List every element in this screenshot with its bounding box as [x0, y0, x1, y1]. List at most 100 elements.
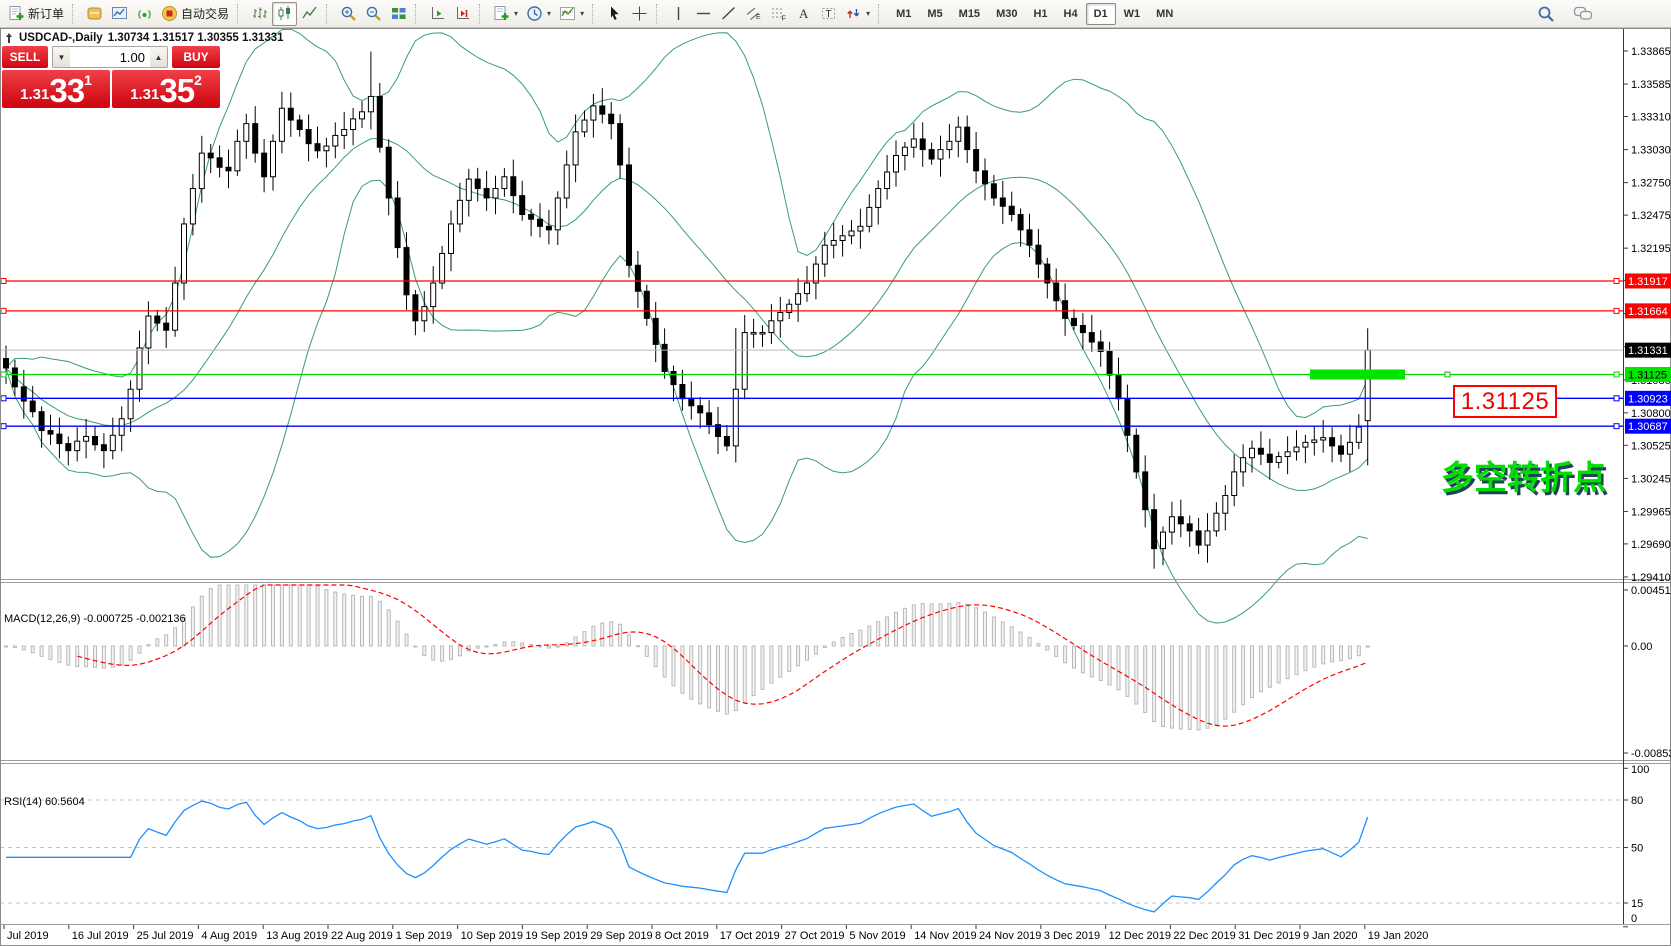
indicators-list-button[interactable]: ▾	[555, 2, 588, 26]
date-label: 4 Aug 2019	[201, 930, 257, 942]
signal-icon	[136, 5, 153, 22]
turning-point-annotation[interactable]: 多空转折点	[1441, 459, 1606, 496]
timeframe-w1-button[interactable]: W1	[1123, 7, 1141, 20]
chart-canvas[interactable]: 1.33865 1.33585 1.33310 1.33030 1.32750 1.324…	[0, 28, 1671, 946]
highlight-rectangle[interactable]	[1310, 369, 1405, 380]
level-handle[interactable]	[1613, 371, 1620, 378]
price-level-text-label[interactable]: 1.31125	[1453, 385, 1557, 418]
bearish-candle	[519, 195, 526, 216]
timeframe-m30-button[interactable]: M30	[996, 7, 1018, 20]
date-label: 25 Jul 2019	[137, 930, 194, 942]
templates-button[interactable]: ▾	[489, 2, 522, 26]
bar-chart-button[interactable]	[247, 2, 272, 26]
cursor-button[interactable]	[602, 2, 627, 26]
bullish-candle	[759, 332, 766, 335]
level-handle[interactable]	[1444, 371, 1451, 378]
bearish-candle	[1106, 350, 1113, 376]
macd-histogram-bar	[4, 645, 8, 648]
timeframe-mn-button[interactable]: MN	[1156, 7, 1174, 20]
bullish-candle	[136, 347, 143, 390]
level-handle[interactable]	[0, 423, 7, 430]
macd-histogram-bar	[377, 600, 382, 647]
sell-price-button[interactable]: 1.31 33 1	[2, 70, 110, 108]
macd-histogram-bar	[279, 584, 284, 647]
equidistant-channel-button[interactable]: E	[741, 2, 766, 26]
chart-window[interactable]: 1.33865 1.33585 1.33310 1.33030 1.32750 1.324…	[0, 28, 1671, 946]
bullish-candle	[848, 230, 855, 237]
timeframe-m15-button[interactable]: M15	[958, 7, 981, 20]
level-handle[interactable]	[1613, 395, 1620, 402]
zoom-in-button[interactable]	[336, 2, 361, 26]
timeframe-m5-button[interactable]: M5	[927, 7, 943, 20]
level-handle[interactable]	[1613, 277, 1620, 284]
arrows-button[interactable]: ▾	[841, 2, 874, 26]
chart-window-button[interactable]	[107, 2, 132, 26]
price-tag	[1625, 303, 1671, 319]
macd-histogram-bar	[1152, 645, 1157, 723]
volume-increase-button[interactable]: ▲	[150, 47, 167, 67]
price-tick-label: 1.30525	[1631, 440, 1671, 452]
timeframe-h4-button[interactable]: H4	[1063, 7, 1078, 20]
sell-button[interactable]: SELL	[2, 46, 48, 68]
macd-histogram-bar	[733, 645, 738, 712]
bullish-candle	[893, 154, 899, 173]
zoom-out-button[interactable]	[361, 2, 386, 26]
timeframe-d1-button[interactable]: D1	[1085, 2, 1116, 25]
auto-scroll-button[interactable]	[425, 2, 450, 26]
bullish-candle	[804, 282, 810, 295]
periods-dropdown-arrow[interactable]: ▾	[547, 9, 552, 18]
line-chart-button[interactable]	[297, 2, 322, 26]
buy-button[interactable]: BUY	[172, 46, 220, 68]
horizontal-line-button[interactable]	[691, 2, 716, 26]
templates-dropdown-arrow[interactable]: ▾	[514, 9, 519, 18]
level-handle[interactable]	[0, 277, 7, 284]
chat-button[interactable]	[1569, 2, 1597, 26]
macd-histogram-bar	[475, 645, 480, 649]
macd-histogram-bar	[128, 645, 133, 661]
chart-ohlc: 1.30734 1.31517 1.30355 1.31331	[107, 32, 284, 44]
level-handle[interactable]	[0, 371, 7, 378]
macd-histogram-bar	[1054, 645, 1059, 657]
vertical-line-button[interactable]	[666, 2, 691, 26]
tile-windows-button[interactable]	[386, 2, 411, 26]
buy-price-button[interactable]: 1.31 35 2	[112, 70, 220, 108]
bearish-candle	[394, 197, 401, 249]
text-icon: A	[795, 5, 812, 22]
text-label-button[interactable]: T	[816, 2, 841, 26]
macd-histogram-bar	[431, 645, 436, 661]
trendline-button[interactable]	[716, 2, 741, 26]
search-button[interactable]	[1533, 2, 1559, 26]
bullish-candle	[946, 140, 953, 151]
macd-histogram-bar	[760, 645, 765, 690]
level-handle[interactable]	[1613, 423, 1620, 430]
market-watch-button[interactable]	[82, 2, 107, 26]
date-label: 27 Oct 2019	[785, 930, 845, 942]
crosshair-button[interactable]	[627, 2, 652, 26]
timeframe-h1-button[interactable]: H1	[1033, 7, 1048, 20]
bearish-candle	[38, 411, 45, 432]
indicators-list-dropdown-arrow[interactable]: ▾	[580, 9, 585, 18]
bullish-candle	[198, 152, 205, 190]
level-handle[interactable]	[0, 307, 7, 314]
volume-input[interactable]	[70, 47, 150, 67]
fibonacci-button[interactable]: F	[766, 2, 791, 26]
signal-button[interactable]	[132, 2, 157, 26]
level-handle[interactable]	[1613, 307, 1620, 314]
text-button[interactable]: A	[791, 2, 816, 26]
periods-button[interactable]: ▾	[522, 2, 555, 26]
bearish-candle	[670, 371, 677, 386]
new-order-button[interactable]: 新订单	[4, 2, 68, 26]
chart-shift-button[interactable]	[450, 2, 475, 26]
bearish-candle	[385, 146, 392, 199]
bullish-candle	[554, 197, 561, 231]
volume-decrease-button[interactable]: ▼	[53, 47, 70, 67]
bullish-candle	[857, 225, 864, 232]
level-handle[interactable]	[0, 395, 7, 402]
price-tag-label: 1.31664	[1628, 306, 1668, 318]
candlestick-chart-button[interactable]	[272, 1, 298, 26]
arrows-dropdown-arrow[interactable]: ▾	[866, 9, 871, 18]
timeframe-m1-button[interactable]: M1	[896, 7, 912, 20]
autotrade-button[interactable]: 自动交易	[157, 2, 233, 26]
bullish-candle	[768, 320, 775, 334]
svg-text:T: T	[826, 9, 832, 20]
